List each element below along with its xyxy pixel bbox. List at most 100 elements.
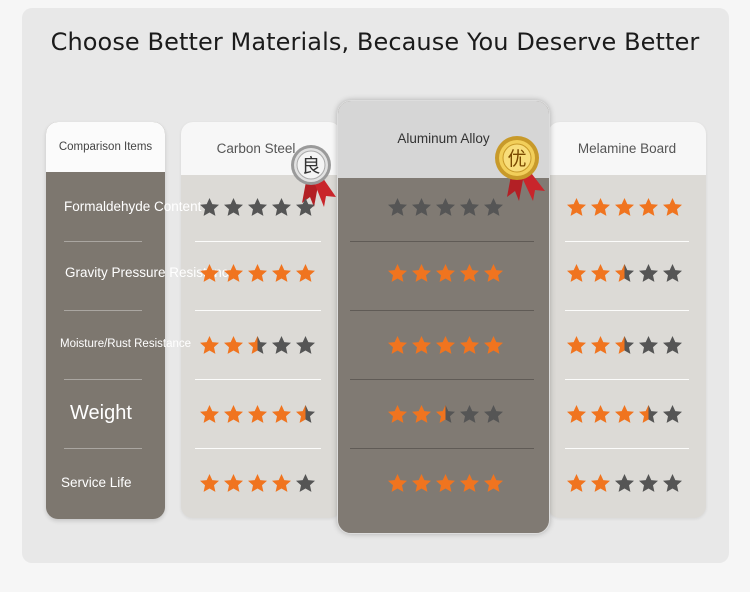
star-icon (484, 474, 503, 492)
star-icon (460, 405, 479, 423)
star-icon (200, 264, 219, 282)
star-icon (460, 336, 479, 354)
row-divider (64, 310, 142, 311)
star-icon (296, 198, 315, 216)
star-icon (436, 336, 455, 354)
star-icon (484, 264, 503, 282)
good-medal-text: 良 (301, 155, 320, 177)
melamine-rating (566, 335, 683, 355)
star-icon (296, 336, 315, 354)
star-icon (272, 405, 291, 423)
star-icon (567, 336, 586, 354)
star-icon (639, 264, 658, 282)
star-icon (567, 405, 586, 423)
star-icon (484, 198, 503, 216)
aluminum-rating (387, 197, 504, 217)
row-label: Formaldehyde Content (64, 198, 202, 214)
row-divider (195, 379, 321, 380)
carbon-rating (199, 335, 316, 355)
row-divider (350, 241, 534, 242)
star-icon (224, 264, 243, 282)
row-divider (350, 448, 534, 449)
star-icon (272, 336, 291, 354)
row-divider (565, 379, 689, 380)
row-divider (350, 310, 534, 311)
page-title: Choose Better Materials, Because You Des… (50, 28, 700, 56)
star-icon (484, 336, 503, 354)
row-divider (195, 241, 321, 242)
excellent-medal-icon: 优 (495, 136, 545, 201)
star-icon (248, 264, 267, 282)
star-icon (200, 336, 219, 354)
star-icon (615, 264, 634, 282)
star-icon (224, 198, 243, 216)
melamine-rating (566, 197, 683, 217)
star-icon (248, 198, 267, 216)
star-icon (200, 474, 219, 492)
row-divider (64, 241, 142, 242)
comparison-items-column: Comparison Items (46, 122, 165, 519)
row-divider (195, 310, 321, 311)
star-icon (436, 198, 455, 216)
star-icon (412, 336, 431, 354)
star-icon (639, 474, 658, 492)
star-icon (248, 405, 267, 423)
star-icon (639, 198, 658, 216)
star-icon (224, 474, 243, 492)
star-icon (663, 405, 682, 423)
star-icon (460, 474, 479, 492)
star-icon (200, 198, 219, 216)
row-divider (64, 379, 142, 380)
comparison-items-header: Comparison Items (46, 122, 165, 172)
star-icon (615, 405, 634, 423)
row-divider (195, 448, 321, 449)
good-medal-icon: 良 (291, 145, 336, 207)
star-icon (591, 264, 610, 282)
star-icon (296, 264, 315, 282)
star-icon (224, 405, 243, 423)
carbon-rating (199, 197, 316, 217)
star-icon (272, 474, 291, 492)
excellent-medal-text: 优 (507, 148, 526, 170)
row-divider (565, 310, 689, 311)
melamine-rating (566, 263, 683, 283)
star-icon (567, 264, 586, 282)
star-icon (591, 474, 610, 492)
star-icon (412, 264, 431, 282)
star-icon (484, 405, 503, 423)
star-icon (639, 336, 658, 354)
star-icon (591, 405, 610, 423)
carbon-rating (199, 404, 316, 424)
row-label: Weight (70, 401, 132, 424)
row-label: Moisture/Rust Resistance (60, 337, 192, 350)
carbon-rating (199, 473, 316, 493)
melamine-board-column: Melamine Board (548, 122, 706, 518)
aluminum-rating (387, 473, 504, 493)
star-icon (460, 198, 479, 216)
star-icon (200, 405, 219, 423)
row-divider (565, 241, 689, 242)
star-icon (272, 198, 291, 216)
row-label: Service Life (61, 474, 132, 490)
star-icon (615, 474, 634, 492)
star-icon (663, 474, 682, 492)
star-icon (436, 264, 455, 282)
aluminum-rating (387, 263, 504, 283)
star-icon (639, 405, 658, 423)
star-icon (412, 405, 431, 423)
star-icon (436, 405, 455, 423)
star-icon (388, 264, 407, 282)
aluminum-rating (387, 404, 504, 424)
star-icon (615, 336, 634, 354)
star-icon (296, 405, 315, 423)
melamine-rating (566, 404, 683, 424)
star-icon (460, 264, 479, 282)
melamine-rating (566, 473, 683, 493)
star-icon (248, 336, 267, 354)
star-icon (412, 474, 431, 492)
star-icon (388, 474, 407, 492)
star-icon (388, 336, 407, 354)
star-icon (296, 474, 315, 492)
star-icon (591, 198, 610, 216)
star-icon (567, 474, 586, 492)
